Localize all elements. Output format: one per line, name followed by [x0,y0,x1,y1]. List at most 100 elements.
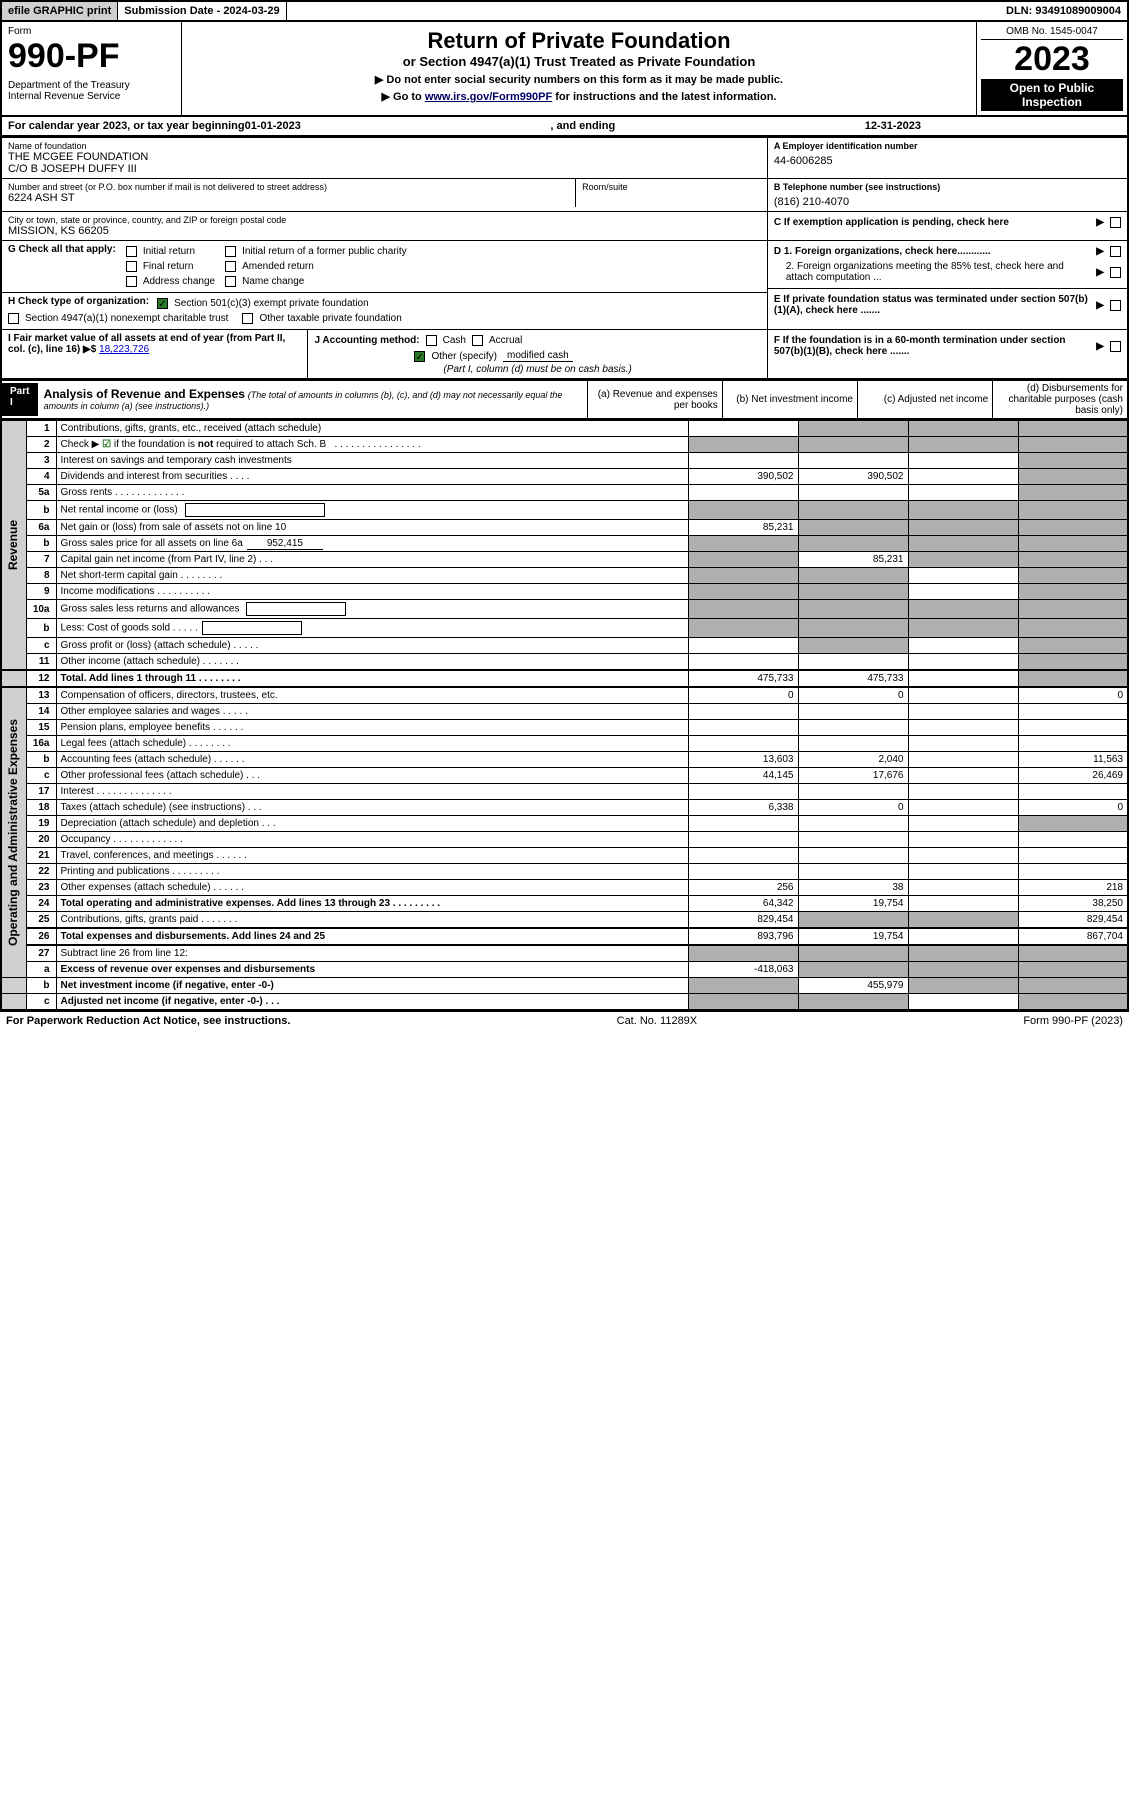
row-11: 11Other income (attach schedule) . . . .… [1,654,1128,671]
j-other-checkbox[interactable]: ✓ [414,351,425,362]
row-3: 3Interest on savings and temporary cash … [1,453,1128,469]
col-c-header: (c) Adjusted net income [858,381,993,420]
form-subtitle: or Section 4947(a)(1) Trust Treated as P… [192,54,966,69]
omb-number: OMB No. 1545-0047 [981,26,1123,40]
g-initial-former-checkbox[interactable] [225,246,236,257]
row-5b: bNet rental income or (loss) [1,501,1128,520]
calendar-year-row: For calendar year 2023, or tax year begi… [0,117,1129,137]
row-24: 24Total operating and administrative exp… [1,896,1128,912]
irs-label: Internal Revenue Service [8,91,175,102]
row-6a: 6aNet gain or (loss) from sale of assets… [1,520,1128,536]
street-label: Number and street (or P.O. box number if… [8,182,569,192]
col-b-header: (b) Net investment income [722,381,857,420]
phone-label: B Telephone number (see instructions) [774,182,1121,192]
form-word: Form [8,26,175,37]
row-10c: cGross profit or (loss) (attach schedule… [1,638,1128,654]
dln-label: DLN: 93491089009004 [1000,2,1127,20]
part1-header-table: Part I Analysis of Revenue and Expenses … [0,380,1129,420]
row-9: 9Income modifications . . . . . . . . . … [1,584,1128,600]
row-27a: aExcess of revenue over expenses and dis… [1,962,1128,978]
dept-label: Department of the Treasury [8,80,175,91]
room-label: Room/suite [582,182,761,192]
footer-right: Form 990-PF (2023) [1023,1015,1123,1027]
g-amended-checkbox[interactable] [225,261,236,272]
top-bar: efile GRAPHIC print Submission Date - 20… [0,0,1129,22]
row-27b: bNet investment income (if negative, ent… [1,978,1128,994]
j-cash-checkbox[interactable] [426,335,437,346]
row-14: 14Other employee salaries and wages . . … [1,704,1128,720]
open-public-label: Open to Public Inspection [981,79,1123,111]
form-number: 990-PF [8,37,175,76]
g-address-checkbox[interactable] [126,276,137,287]
footer-center: Cat. No. 11289X [617,1015,698,1027]
row-26: 26Total expenses and disbursements. Add … [1,928,1128,945]
row-25: 25Contributions, gifts, grants paid . . … [1,912,1128,929]
row-27: 27Subtract line 26 from line 12: [1,945,1128,962]
row-18: 18Taxes (attach schedule) (see instructi… [1,800,1128,816]
row-7: 7Capital gain net income (from Part IV, … [1,552,1128,568]
e-checkbox[interactable] [1110,300,1121,311]
row-27c: cAdjusted net income (if negative, enter… [1,994,1128,1011]
header-info-table: Name of foundation THE MCGEE FOUNDATION … [0,137,1129,380]
footer-left: For Paperwork Reduction Act Notice, see … [6,1015,290,1027]
row-17: 17Interest . . . . . . . . . . . . . . [1,784,1128,800]
phone-value: (816) 210-4070 [774,196,1121,208]
row-12: 12Total. Add lines 1 through 11 . . . . … [1,670,1128,687]
j-accrual-checkbox[interactable] [472,335,483,346]
h-4947-checkbox[interactable] [8,313,19,324]
row-1: Revenue 1Contributions, gifts, grants, e… [1,421,1128,437]
form990pf-link[interactable]: www.irs.gov/Form990PF [425,91,552,103]
row-5a: 5aGross rents . . . . . . . . . . . . . [1,485,1128,501]
form-title: Return of Private Foundation [192,28,966,54]
row-20: 20Occupancy . . . . . . . . . . . . . [1,832,1128,848]
col-a-header: (a) Revenue and expenses per books [587,381,722,420]
part1-title: Analysis of Revenue and Expenses [44,387,245,401]
expenses-side-label: Operating and Administrative Expenses [6,719,20,946]
submission-date: Submission Date - 2024-03-29 [118,2,286,20]
row-16b: bAccounting fees (attach schedule) . . .… [1,752,1128,768]
row-10a: 10aGross sales less returns and allowanc… [1,600,1128,619]
form-header: Form 990-PF Department of the Treasury I… [0,22,1129,117]
row-19: 19Depreciation (attach schedule) and dep… [1,816,1128,832]
street-value: 6224 ASH ST [8,192,569,204]
revenue-side-label: Revenue [6,520,20,570]
c-checkbox[interactable] [1110,217,1121,228]
row-2: 2Check ▶ ☑ if the foundation is not requ… [1,437,1128,453]
instr-1: ▶ Do not enter social security numbers o… [192,73,966,86]
row-21: 21Travel, conferences, and meetings . . … [1,848,1128,864]
efile-label: efile GRAPHIC print [2,2,118,20]
row-10b: bLess: Cost of goods sold . . . . . [1,619,1128,638]
row-4: 4Dividends and interest from securities … [1,469,1128,485]
d1-checkbox[interactable] [1110,246,1121,257]
foundation-name-label: Name of foundation [8,141,761,151]
g-final-checkbox[interactable] [126,261,137,272]
city-value: MISSION, KS 66205 [8,225,761,237]
part1-label: Part I [2,383,38,416]
ein-value: 44-6006285 [774,155,1121,167]
row-15: 15Pension plans, employee benefits . . .… [1,720,1128,736]
row-13: Operating and Administrative Expenses 13… [1,687,1128,704]
tax-year: 2023 [981,40,1123,79]
analysis-table: Revenue 1Contributions, gifts, grants, e… [0,420,1129,1011]
f-checkbox[interactable] [1110,341,1121,352]
col-d-header: (d) Disbursements for charitable purpose… [993,381,1128,420]
g-label: G Check all that apply: [8,244,116,289]
row-8: 8Net short-term capital gain . . . . . .… [1,568,1128,584]
row-16c: cOther professional fees (attach schedul… [1,768,1128,784]
c-label: C If exemption application is pending, c… [774,217,1090,228]
g-initial-checkbox[interactable] [126,246,137,257]
d2-checkbox[interactable] [1110,267,1121,278]
city-label: City or town, state or province, country… [8,215,761,225]
footer: For Paperwork Reduction Act Notice, see … [0,1011,1129,1030]
foundation-name-1: THE MCGEE FOUNDATION [8,151,761,163]
h-other-checkbox[interactable] [242,313,253,324]
instr-2: ▶ Go to www.irs.gov/Form990PF for instru… [192,90,966,103]
row-16a: 16aLegal fees (attach schedule) . . . . … [1,736,1128,752]
ein-label: A Employer identification number [774,141,1121,151]
foundation-name-2: C/O B JOSEPH DUFFY III [8,163,761,175]
g-name-change-checkbox[interactable] [225,276,236,287]
h-501c3-checkbox[interactable]: ✓ [157,298,168,309]
fmv-value[interactable]: 18,223,726 [99,344,149,355]
row-6b: bGross sales price for all assets on lin… [1,536,1128,552]
row-23: 23Other expenses (attach schedule) . . .… [1,880,1128,896]
